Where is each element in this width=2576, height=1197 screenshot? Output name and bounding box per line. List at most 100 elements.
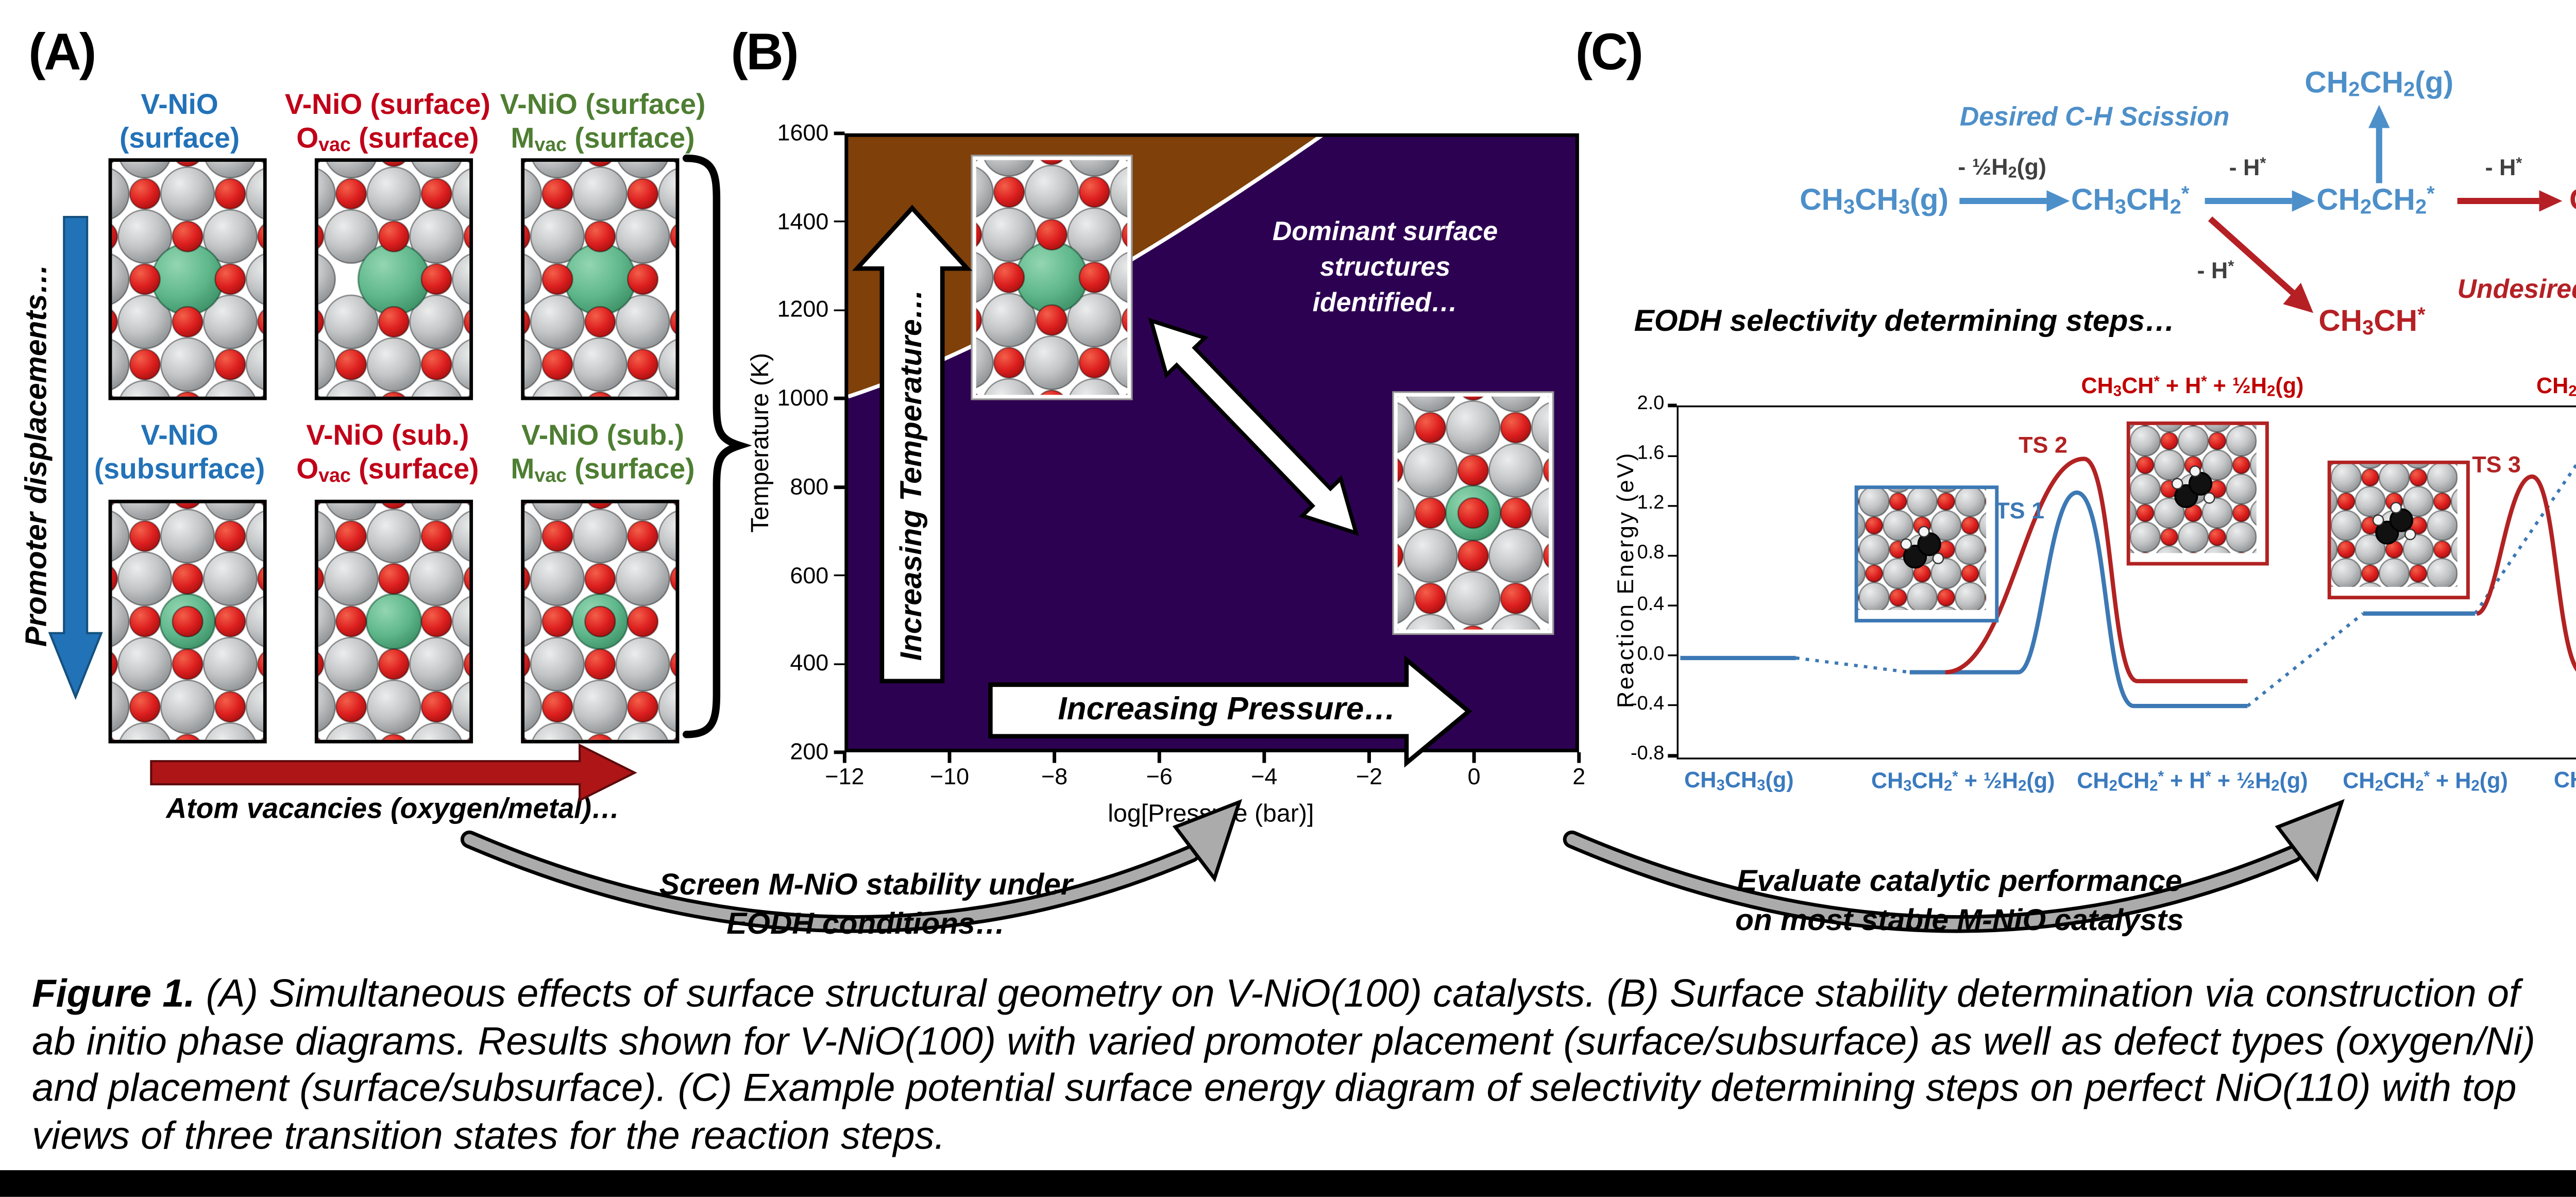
state-label-5: CH2CH2(g) + H2(g) (2553, 768, 2576, 793)
phase-xtick-−4: −4 (1251, 763, 1278, 790)
structure-v-nio-subsurface (108, 499, 267, 744)
energy-ytick-0.0: 0.0 (1637, 643, 1665, 665)
tick-mark (833, 662, 844, 665)
eodh-heading: EODH selectivity determining steps… (1634, 304, 2175, 338)
structure-sub-mvac (521, 499, 680, 744)
tick-mark (833, 574, 844, 577)
caption-line-4: views of three transition states for the… (32, 1112, 945, 1157)
state-label-3: CH2CH2* + H* + ½H2(g) (2077, 767, 2308, 795)
column-header-ovac-surface: V-NiO (surface) Ovac (surface) (281, 89, 494, 164)
caption-text: (A) Simultaneous effects of surface stru… (195, 971, 2520, 1016)
phase-xtick-0: 0 (1467, 763, 1481, 790)
column-header-v-nio-subsurface: V-NiO (subsurface) (80, 420, 279, 487)
phase-xtick-−6: −6 (1146, 763, 1173, 790)
annotation-line: Dominant surface (1272, 217, 1498, 247)
tick-mark (1667, 554, 1676, 557)
blue-level-2-ts1 (1909, 490, 2248, 709)
tick-mark (1158, 752, 1161, 763)
vacancy-direction-arrow (150, 743, 637, 802)
panel-a-label: (A) (28, 25, 96, 82)
ts2-inset-structure (2126, 421, 2269, 566)
state-label-4: CH2CH2* + H2(g) (2343, 767, 2508, 795)
phase-ytick-1600: 1600 (777, 119, 829, 146)
step-label-h2: - H* (2485, 154, 2522, 181)
tick-mark (833, 485, 844, 488)
promoter-displacements-axis-label: Promoter displacements… (19, 263, 54, 647)
scheme-arrow-2-head (2292, 190, 2315, 212)
header-line: Mvac (surface) (511, 124, 695, 157)
phase-xtick-−10: −10 (929, 763, 970, 790)
tick-mark (1667, 604, 1676, 607)
tick-mark (833, 220, 844, 223)
step-label-h3: - H* (2197, 257, 2234, 284)
phase-xtick-2: 2 (1572, 763, 1586, 790)
flow-right-text-line2: on most stable M-NiO catalysts (1735, 903, 2184, 937)
red-product-label-2: CH2CH* + H* + ½H2(g) (2536, 374, 2576, 399)
tick-mark (833, 751, 844, 754)
red-product-label-1: CH3CH* + H* + ½H2(g) (2081, 372, 2304, 400)
column-header-mvac-surface: V-NiO (surface) Mvac (surface) (496, 89, 709, 164)
caption-line-2: ab initio phase diagrams. Results shown … (32, 1018, 2535, 1063)
header-line: V-NiO (surface) (284, 91, 490, 121)
inset-structure-subsurface (1394, 393, 1552, 633)
tick-mark (833, 132, 844, 135)
phase-xtick-−12: −12 (825, 763, 865, 790)
header-line: V-NiO (141, 91, 218, 121)
column-header-v-nio-surface: V-NiO (surface) (80, 89, 279, 157)
annotation-line: structures (1319, 252, 1451, 283)
step-label-h1: - H* (2229, 154, 2266, 181)
annotation-line: identified… (1312, 288, 1458, 318)
caption-line-1: Figure 1. (A) Simultaneous effects of su… (32, 971, 2576, 1018)
structure-v-nio-surface (108, 158, 267, 400)
step-label-half-h2: - ½H2(g) (1958, 153, 2046, 181)
tick-mark (843, 752, 846, 763)
header-line: (surface) (119, 124, 240, 155)
reaction-energy-axis-title: Reaction Energy (eV) (1612, 451, 1639, 709)
scheme-arrow-3-head (2539, 190, 2563, 212)
increasing-temperature-label: Increasing Temperature… (894, 289, 928, 661)
tick-mark (1053, 752, 1056, 763)
ts3-label: TS 3 (2472, 450, 2521, 478)
header-line: Ovac (surface) (296, 124, 479, 157)
caption-prefix: Figure 1. (32, 971, 195, 1016)
phase-ytick-400: 400 (790, 649, 829, 677)
flow-left-text-line1: Screen M-NiO stability under (659, 868, 1073, 902)
figure-caption: Figure 1. (A) Simultaneous effects of su… (32, 971, 2576, 1159)
tick-mark (1667, 504, 1676, 507)
energy-ytick-0.8: 0.8 (1637, 543, 1665, 565)
tick-mark (833, 309, 844, 312)
scheme-arrow-diagonal-head (2283, 282, 2314, 313)
state-label-2: CH3CH2* + ½H2(g) (1871, 767, 2055, 795)
red-ts3-curve (2476, 474, 2576, 672)
energy-ytick--0.8: -0.8 (1630, 743, 1665, 765)
header-line: V-NiO (141, 421, 218, 452)
scheme-arrow-up-head (2368, 105, 2390, 128)
column-header-sub-ovac: V-NiO (sub.) Ovac (surface) (281, 420, 494, 495)
structure-v-nio-surface-mvac (521, 158, 680, 400)
panel-b-label: (B) (731, 25, 799, 82)
ts1-inset-structure (1854, 485, 1999, 622)
header-line: (subsurface) (94, 455, 265, 486)
energy-ytick--0.4: -0.4 (1630, 693, 1665, 715)
structure-sub-ovac (314, 499, 473, 744)
energy-ytick-2.0: 2.0 (1637, 393, 1665, 415)
species-ethylene-gas: CH2CH2(g) (2304, 65, 2454, 102)
increasing-pressure-label: Increasing Pressure… (1058, 690, 1396, 727)
header-line: Ovac (surface) (296, 455, 479, 487)
ts3-inset-structure (2327, 460, 2470, 600)
bottom-black-bar (0, 1170, 2576, 1197)
undesired-scission-label: Undesired C-H Scission (2457, 275, 2576, 305)
phase-ytick-1400: 1400 (777, 207, 829, 234)
species-ethylidene: CH3CH* (2318, 304, 2426, 340)
column-header-sub-mvac: V-NiO (sub.) Mvac (surface) (496, 420, 709, 495)
desired-scission-label: Desired C-H Scission (1959, 102, 2230, 133)
energy-ytick-1.2: 1.2 (1637, 493, 1665, 515)
panel-c-label: (C) (1575, 25, 1643, 82)
pressure-axis-title: log[Pressure (bar)] (1108, 798, 1314, 827)
tick-mark (1667, 654, 1676, 657)
species-vinyl: CH2CH* (2569, 183, 2576, 218)
tick-mark (1472, 752, 1476, 763)
blue-dotted-3 (2473, 462, 2576, 615)
inset-structure-surface (972, 156, 1131, 399)
